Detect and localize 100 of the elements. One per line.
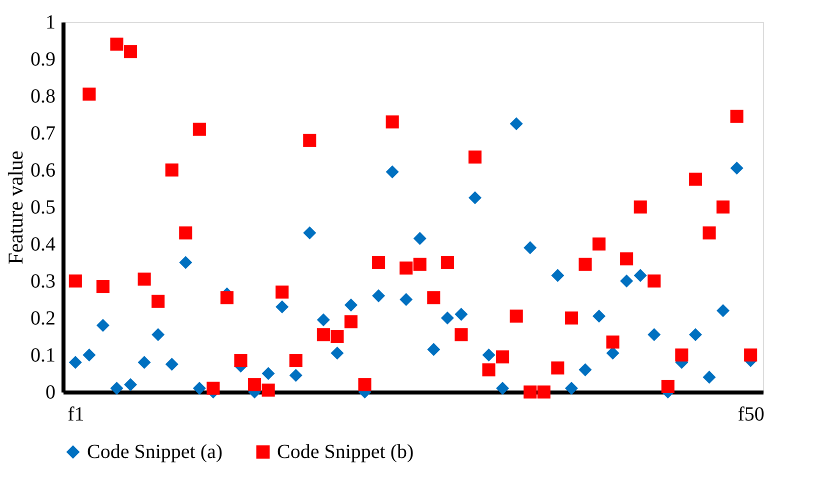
point	[96, 280, 110, 294]
y-tick-label: 0.4	[30, 234, 56, 256]
point	[96, 318, 110, 332]
point	[537, 385, 550, 399]
point	[440, 256, 454, 270]
point	[551, 361, 564, 374]
point	[344, 298, 358, 312]
point	[152, 294, 165, 308]
point	[440, 311, 454, 325]
point	[316, 313, 330, 326]
y-tick-label: 0.9	[30, 48, 56, 70]
point	[524, 241, 537, 254]
point	[165, 358, 178, 371]
point	[454, 308, 468, 321]
point	[124, 45, 138, 58]
point	[482, 363, 496, 376]
point	[524, 385, 537, 399]
point	[124, 378, 138, 392]
point	[165, 163, 178, 177]
point	[192, 122, 206, 136]
point	[716, 304, 730, 318]
point	[152, 328, 165, 342]
y-tick-label: 0.7	[30, 122, 56, 144]
point	[688, 172, 702, 186]
point	[620, 274, 634, 288]
point	[330, 330, 344, 344]
y-tick-label: 0.3	[30, 270, 56, 292]
x-tick-label: f1	[68, 404, 84, 426]
point	[716, 200, 730, 214]
point	[206, 382, 220, 395]
point	[372, 256, 386, 270]
point	[675, 348, 688, 362]
point	[496, 350, 510, 364]
point	[510, 117, 523, 130]
point	[303, 226, 316, 240]
point	[592, 310, 606, 323]
point	[68, 274, 82, 288]
point	[262, 366, 275, 380]
point	[248, 378, 262, 392]
point	[82, 88, 96, 101]
point	[620, 252, 634, 266]
point	[578, 258, 592, 271]
y-tick-label: 0.5	[30, 196, 56, 218]
point	[730, 162, 744, 175]
y-tick-label: 0	[46, 382, 56, 404]
point	[303, 134, 316, 147]
point	[372, 289, 386, 302]
point	[496, 382, 510, 395]
point	[68, 356, 82, 369]
point	[400, 292, 413, 306]
point	[234, 354, 248, 368]
legend-label: Code Snippet (b)	[277, 441, 414, 463]
point	[289, 354, 302, 368]
point	[702, 370, 716, 384]
point	[564, 382, 578, 395]
point	[744, 348, 758, 362]
point	[262, 384, 275, 397]
point	[413, 258, 426, 271]
point	[276, 300, 289, 314]
point	[358, 378, 372, 392]
point	[468, 150, 482, 164]
point	[427, 291, 440, 304]
point	[110, 38, 124, 51]
point	[606, 346, 620, 360]
point	[634, 268, 647, 282]
point	[413, 232, 426, 245]
point	[730, 110, 744, 123]
point	[634, 200, 647, 214]
legend-label: Code Snippet (a)	[87, 441, 223, 463]
y-tick-label: 0.2	[30, 308, 56, 330]
point	[179, 256, 192, 270]
point	[454, 328, 468, 342]
point	[316, 328, 330, 342]
point	[179, 226, 192, 240]
point	[510, 310, 523, 323]
point	[330, 346, 344, 360]
point	[220, 291, 234, 304]
point	[648, 274, 661, 288]
point	[192, 382, 206, 395]
point	[648, 328, 661, 342]
point	[138, 356, 151, 369]
point	[386, 115, 399, 128]
point	[110, 382, 124, 395]
point	[344, 315, 358, 328]
point	[482, 348, 496, 362]
point	[578, 363, 592, 376]
point	[468, 191, 482, 204]
point	[386, 165, 399, 178]
point	[564, 311, 578, 325]
point	[606, 336, 620, 349]
point	[276, 286, 289, 299]
point	[661, 380, 674, 393]
point	[400, 262, 413, 275]
y-tick-label: 0.1	[30, 344, 56, 366]
point	[702, 226, 716, 240]
x-tick-label: f50	[738, 404, 764, 426]
point	[688, 328, 702, 342]
point	[82, 348, 96, 362]
point	[138, 272, 151, 286]
point	[427, 342, 440, 356]
